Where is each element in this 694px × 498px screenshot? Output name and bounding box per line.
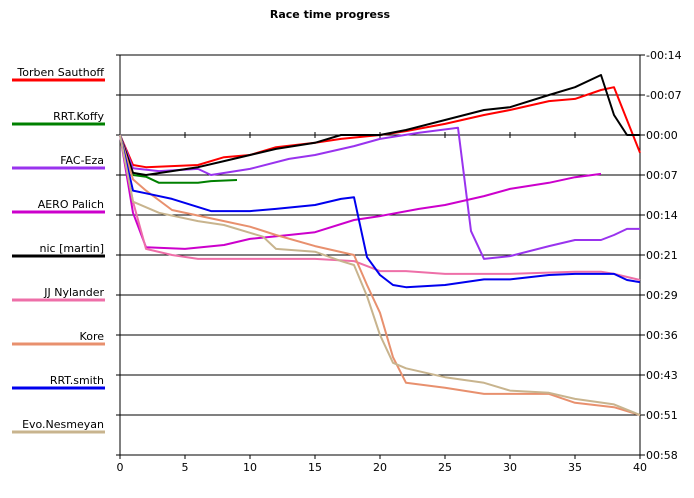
legend-label: Evo.Nesmeyan <box>22 418 104 431</box>
legend-label: JJ Nylander <box>43 286 104 299</box>
legend-label: Torben Sauthoff <box>16 66 104 79</box>
y-tick-label: 00:14 <box>646 209 678 222</box>
y-tick-label: 00:43 <box>646 369 678 382</box>
y-tick-label: 00:07 <box>646 169 678 182</box>
legend-label: RRT.Koffy <box>53 110 104 123</box>
series-line-aero-palich <box>119 134 602 250</box>
x-tick-label: 10 <box>243 461 257 474</box>
x-tick-label: 5 <box>182 461 189 474</box>
legend-label: Kore <box>80 330 105 343</box>
x-tick-label: 15 <box>308 461 322 474</box>
series-line-kore <box>119 134 641 416</box>
series-line-torben-sauthoff <box>119 86 641 169</box>
y-tick-label: 00:51 <box>646 409 678 422</box>
legend-label: nic [martin] <box>40 242 104 255</box>
x-tick-label: 30 <box>503 461 517 474</box>
y-tick-label: 00:58 <box>646 449 678 462</box>
x-tick-label: 35 <box>568 461 582 474</box>
y-tick-label: -00:07 <box>646 89 682 102</box>
y-tick-label: -00:14 <box>646 49 682 62</box>
y-tick-label: 00:36 <box>646 329 678 342</box>
series-line-fac-eza <box>119 126 640 260</box>
legend-label: FAC-Eza <box>60 154 104 167</box>
series-line-rrt-smith <box>119 134 641 289</box>
x-tick-label: 25 <box>438 461 452 474</box>
y-tick-label: 00:00 <box>646 129 678 142</box>
x-tick-label: 0 <box>117 461 124 474</box>
series-line-nic-martin- <box>119 74 640 176</box>
x-tick-label: 20 <box>373 461 387 474</box>
y-tick-label: 00:29 <box>646 289 678 302</box>
legend-label: RRT.smith <box>50 374 104 387</box>
series-line-jj-nylander <box>119 134 641 281</box>
y-tick-label: 00:21 <box>646 249 678 262</box>
legend-label: AERO Palich <box>38 198 104 211</box>
x-tick-label: 40 <box>633 461 647 474</box>
series-line-rrt-koffy <box>119 134 238 184</box>
chart-title: Race time progress <box>270 8 391 21</box>
series-line-evo-nesmeyan <box>119 134 641 416</box>
